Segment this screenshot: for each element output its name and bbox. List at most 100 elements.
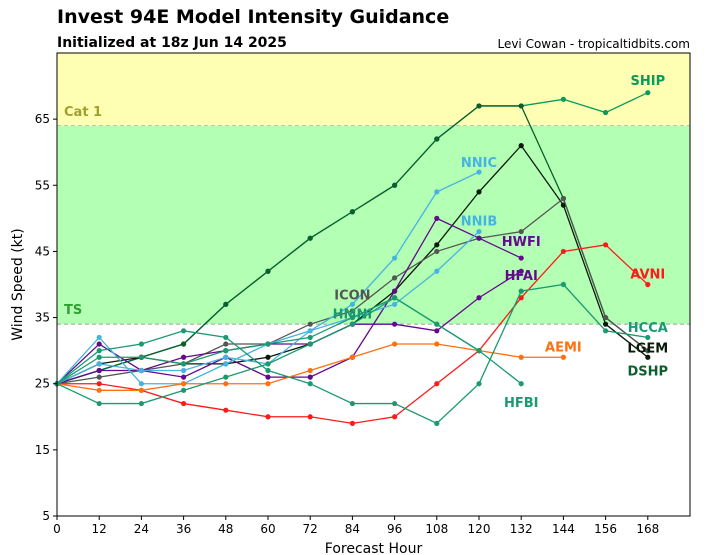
data-point-aemi — [560, 354, 567, 360]
data-point-aemi — [392, 341, 398, 347]
data-point-icon — [349, 308, 355, 314]
y-tick-label: 55 — [35, 178, 50, 192]
data-point-aemi — [518, 354, 524, 360]
series-label-hcca: HCCA — [628, 321, 668, 336]
data-point-aemi — [223, 381, 229, 387]
data-point-hcca — [96, 348, 102, 354]
data-point-hmni — [349, 314, 355, 321]
data-point-hmni — [265, 341, 271, 347]
data-point-lgem — [518, 143, 524, 149]
data-point-hcca — [434, 420, 440, 426]
data-point-hwfi — [434, 215, 440, 221]
band-label: Cat 1 — [64, 105, 102, 120]
data-point-hwfi — [392, 288, 398, 294]
data-point-dshp — [349, 209, 355, 215]
series-label-hfbi: HFBI — [504, 396, 539, 411]
data-point-hfbi — [181, 387, 187, 393]
data-point-nnic — [138, 381, 144, 387]
data-point-avni — [434, 381, 440, 387]
data-point-nnic — [392, 255, 398, 261]
data-point-aemi — [96, 387, 102, 393]
data-point-icon — [434, 248, 440, 255]
data-point-hmni — [223, 348, 229, 354]
y-tick-label: 15 — [35, 443, 50, 457]
data-point-nnib — [96, 361, 102, 367]
data-point-nnic — [476, 169, 482, 175]
series-label-ship: SHIP — [630, 74, 665, 89]
data-point-icon — [96, 374, 102, 380]
x-axis-label: Forecast Hour — [325, 541, 423, 555]
data-point-icon — [645, 348, 651, 354]
data-point-hmni — [307, 334, 313, 341]
data-point-hcca — [349, 400, 355, 407]
data-point-avni — [392, 414, 398, 420]
data-point-avni — [96, 381, 102, 387]
series-line-hfbi — [56, 296, 522, 405]
data-point-nnib — [392, 301, 398, 307]
data-point-ship — [645, 90, 651, 96]
data-point-aemi — [181, 381, 187, 387]
y-tick-label: 45 — [35, 244, 50, 258]
data-point-nnic — [96, 334, 102, 341]
data-point-dshp — [434, 136, 440, 142]
x-tick-label: 12 — [92, 522, 107, 536]
data-point-dshp — [476, 103, 482, 109]
data-point-hcca — [392, 400, 398, 407]
x-tick-label: 144 — [552, 522, 575, 536]
data-point-hfbi — [96, 400, 102, 407]
x-tick-label: 36 — [176, 522, 191, 536]
chart-subtitle: Initialized at 18z Jun 14 2025 — [57, 35, 287, 51]
data-point-icon — [223, 341, 229, 347]
series-label-aemi: AEMI — [545, 341, 582, 356]
data-point-icon — [518, 228, 524, 235]
data-point-dshp — [307, 235, 313, 241]
data-point-hwfi — [181, 374, 187, 380]
data-point-ship — [560, 96, 567, 102]
data-point-hcca — [138, 341, 144, 347]
data-point-hfai — [392, 321, 398, 327]
data-point-nnic — [349, 301, 355, 307]
data-point-aemi — [307, 367, 313, 374]
data-point-dshp — [181, 341, 187, 347]
data-point-hwfi — [518, 255, 524, 261]
data-point-nnib — [138, 367, 144, 374]
data-point-avni — [603, 242, 609, 248]
series-label-hmni: HMNI — [333, 308, 373, 323]
data-point-hmni — [138, 354, 144, 360]
x-tick-label: 132 — [510, 522, 533, 536]
x-tick-label: 108 — [425, 522, 448, 536]
data-point-dshp — [223, 301, 229, 307]
data-point-avni — [518, 295, 524, 301]
data-point-hcca — [518, 288, 524, 294]
x-tick-label: 24 — [134, 522, 149, 536]
data-point-hcca — [181, 328, 187, 334]
data-point-hwfi — [96, 341, 102, 347]
data-point-lgem — [645, 354, 651, 360]
data-point-icon — [603, 314, 609, 321]
x-tick-label: 84 — [345, 522, 360, 536]
data-point-hfbi — [223, 374, 229, 380]
data-point-avni — [645, 281, 651, 288]
data-point-hfai — [518, 268, 524, 274]
data-point-hcca — [223, 334, 229, 341]
series-line-hfai — [56, 270, 522, 385]
data-point-hmni — [181, 361, 187, 367]
data-point-hcca — [603, 328, 609, 334]
data-point-nnib — [307, 328, 313, 334]
series-label-nnib: NNIB — [461, 214, 498, 229]
plot-frame — [56, 52, 691, 517]
x-tick-label: 96 — [387, 522, 402, 536]
data-point-nnib — [434, 268, 440, 274]
data-point-hwfi — [307, 374, 313, 380]
chart-title: Invest 94E Model Intensity Guidance — [57, 6, 450, 28]
series-label-icon: ICON — [334, 288, 370, 303]
data-point-hfai — [96, 367, 102, 374]
data-point-avni — [265, 414, 271, 420]
data-point-hfbi — [307, 341, 313, 347]
data-point-hfbi — [476, 348, 482, 354]
data-point-aemi — [434, 341, 440, 347]
data-point-hfbi — [138, 400, 144, 407]
data-point-avni — [560, 248, 567, 255]
band-cat-1 — [57, 53, 690, 126]
